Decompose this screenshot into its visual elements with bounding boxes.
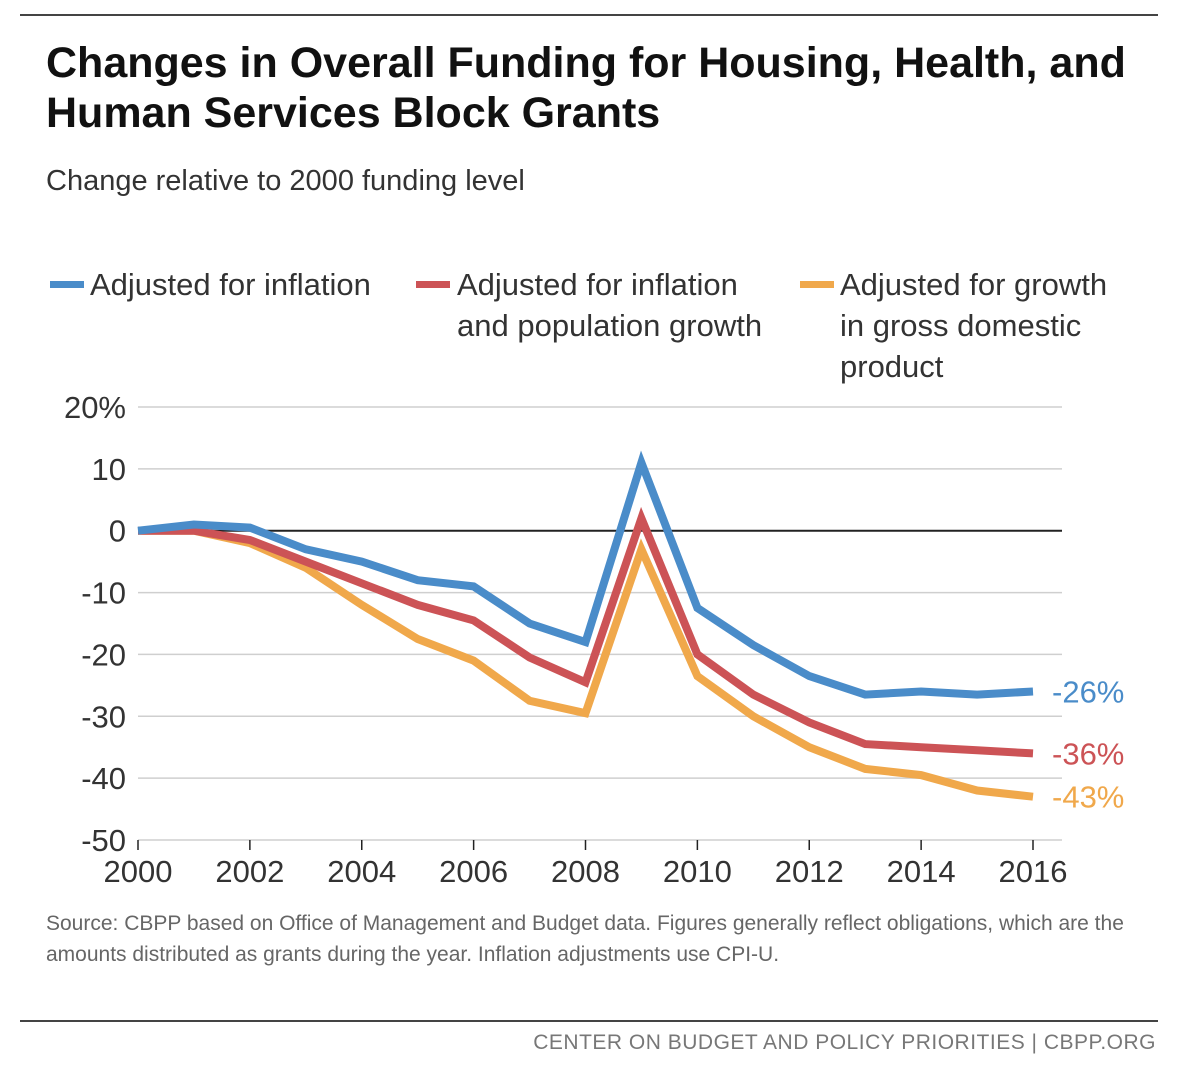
y-tick-label: -50: [81, 823, 126, 858]
x-tick-label: 2016: [999, 854, 1068, 889]
y-tick-label: -40: [81, 761, 126, 796]
source-note: Source: CBPP based on Office of Manageme…: [46, 912, 1124, 966]
y-tick-label: -20: [81, 637, 126, 672]
x-tick-label: 2004: [327, 854, 396, 889]
x-tick-label: 2008: [551, 854, 620, 889]
y-tick-label: 10: [92, 452, 126, 487]
chart-title: Changes in Overall Funding for Housing, …: [46, 39, 1126, 137]
y-tick-label: 20%: [64, 390, 126, 425]
y-tick-label: -30: [81, 699, 126, 734]
gridlines: [138, 406, 1062, 841]
chart-subtitle: Change relative to 2000 funding level: [46, 165, 525, 197]
series-end-label: -26%: [1052, 675, 1124, 710]
legend-label-inflation-population: Adjusted for inflation and population gr…: [457, 267, 763, 343]
x-tick-label: 2000: [104, 854, 173, 889]
top-rule: [20, 14, 1158, 16]
series-lines: [137, 450, 1034, 801]
series-line: [137, 450, 1034, 699]
y-axis-tick-labels: 20% 10 0 -10 -20 -30 -40 -50: [64, 390, 126, 858]
legend-swatch-inflation-population: [416, 281, 450, 288]
x-tick-label: 2012: [775, 854, 844, 889]
series-line: [138, 526, 1034, 801]
y-tick-label: -10: [81, 576, 126, 611]
legend-swatch-inflation: [50, 281, 84, 288]
y-tick-label: 0: [109, 514, 126, 549]
legend-swatch-gdp: [800, 281, 834, 288]
footer-credit: CENTER ON BUDGET AND POLICY PRIORITIES |…: [533, 1031, 1156, 1054]
bottom-rule: [20, 1020, 1158, 1022]
legend-label-gdp: Adjusted for growth in gross domestic pr…: [840, 267, 1108, 384]
x-tick-label: 2006: [439, 854, 508, 889]
x-tick-label: 2014: [887, 854, 956, 889]
legend-label-inflation: Adjusted for inflation: [90, 267, 371, 302]
series-end-label: -43%: [1052, 780, 1124, 815]
series-line: [138, 506, 1034, 758]
x-axis-tick-labels: 2000 2002 2004 2006 2008 2010 2012 2014 2016: [104, 840, 1068, 889]
end-labels: -26% -36% -43%: [1052, 675, 1124, 815]
x-tick-label: 2010: [663, 854, 732, 889]
line-chart: 20%100-10-20-30-40-50 2000 2002 2004 2006 20…: [64, 390, 1124, 889]
x-tick-label: 2002: [215, 854, 284, 889]
series-end-label: -36%: [1052, 736, 1124, 771]
